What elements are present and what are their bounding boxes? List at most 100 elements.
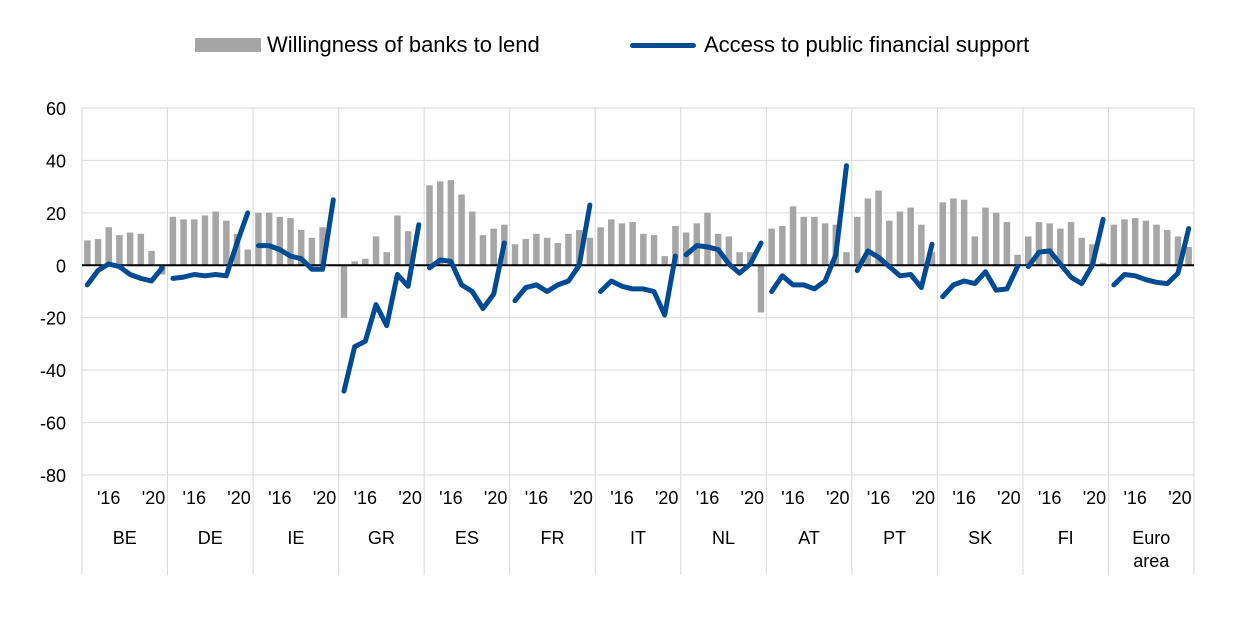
bar (907, 207, 914, 266)
bar (982, 207, 989, 266)
series-line (170, 210, 251, 281)
bar (1003, 222, 1011, 266)
legend-label-bars: Willingness of banks to lend (267, 32, 540, 57)
x-tick-label: '20 (313, 488, 336, 508)
bar (394, 215, 401, 266)
series-line (598, 253, 678, 318)
bar (1153, 224, 1160, 266)
bar (436, 181, 444, 266)
category-label: NL (712, 528, 735, 548)
bar (939, 202, 946, 266)
bar (490, 228, 497, 266)
bar (287, 218, 294, 266)
bar (319, 227, 326, 266)
x-tick-label: '16 (781, 488, 804, 508)
bar (362, 258, 369, 266)
bar (1164, 229, 1171, 266)
category-label: FI (1058, 528, 1074, 548)
legend-bar-swatch (195, 38, 261, 52)
series-line (683, 240, 764, 276)
series-line (512, 202, 593, 304)
bar (757, 265, 765, 313)
legend-item-bars: Willingness of banks to lend (195, 30, 540, 60)
x-tick-label: '20 (912, 488, 935, 508)
bar (383, 252, 390, 266)
bar (672, 225, 679, 266)
x-tick-label: '16 (439, 488, 462, 508)
bar (661, 256, 668, 266)
bar (297, 229, 305, 266)
bar (223, 220, 230, 266)
series-line (1111, 226, 1192, 288)
series-line (84, 261, 165, 288)
bar (736, 252, 743, 266)
bar (864, 198, 872, 266)
bar (244, 249, 251, 266)
bar (1078, 237, 1085, 266)
x-tick-label: '16 (97, 488, 120, 508)
bar (372, 236, 380, 266)
bar (853, 216, 861, 266)
series-line (255, 197, 336, 272)
x-tick-label: '20 (398, 488, 421, 508)
y-tick-label: -60 (40, 414, 66, 434)
x-tick-label: '16 (952, 488, 975, 508)
bar (618, 223, 626, 266)
chart-legend: Willingness of banks to lend Access to p… (0, 30, 1240, 60)
x-tick-label: '20 (1168, 488, 1191, 508)
x-tick-label: '16 (610, 488, 633, 508)
bar (137, 233, 145, 266)
bar (426, 185, 433, 266)
y-tick-label: 0 (56, 256, 66, 276)
bar (276, 216, 284, 266)
bar (116, 235, 123, 266)
bar (918, 224, 925, 266)
bar (447, 180, 455, 266)
bar (126, 232, 134, 266)
bar (586, 237, 594, 266)
category-label: GR (368, 528, 395, 548)
series-line (1025, 216, 1106, 287)
x-tick-label: '20 (484, 488, 507, 508)
series-line (427, 240, 507, 311)
bar (789, 206, 797, 266)
x-tick-label: '16 (354, 488, 377, 508)
x-tick-label: '20 (826, 488, 849, 508)
bar (950, 198, 957, 266)
bar (212, 211, 219, 266)
y-tick-label: 60 (46, 99, 66, 119)
bar (1110, 224, 1118, 266)
x-tick-label: '20 (142, 488, 165, 508)
bar (458, 194, 465, 266)
bar (575, 229, 583, 266)
bar (1185, 246, 1192, 266)
bar (255, 212, 262, 266)
bar (896, 211, 904, 266)
bar (201, 215, 209, 266)
bar (94, 239, 102, 266)
bar (1046, 223, 1053, 266)
y-tick-label: -20 (40, 309, 66, 329)
series-line (854, 241, 935, 291)
x-tick-label: '16 (867, 488, 890, 508)
legend-item-line: Access to public financial support (630, 30, 1029, 60)
bar (1142, 220, 1150, 266)
x-tick-label: '20 (227, 488, 250, 508)
category-label: Euro (1132, 528, 1170, 548)
bar (704, 212, 711, 266)
y-tick-label: -40 (40, 361, 66, 381)
x-tick-label: '16 (525, 488, 548, 508)
bar (404, 231, 412, 266)
bar (1025, 236, 1032, 266)
bar (180, 219, 187, 266)
bar (479, 235, 487, 266)
x-tick-label: '20 (1083, 488, 1106, 508)
bar (629, 222, 636, 266)
bar (682, 232, 690, 266)
bar (1014, 254, 1021, 266)
bar (308, 237, 316, 266)
bar (554, 243, 562, 266)
bar (1121, 219, 1128, 266)
bar (1174, 236, 1182, 266)
